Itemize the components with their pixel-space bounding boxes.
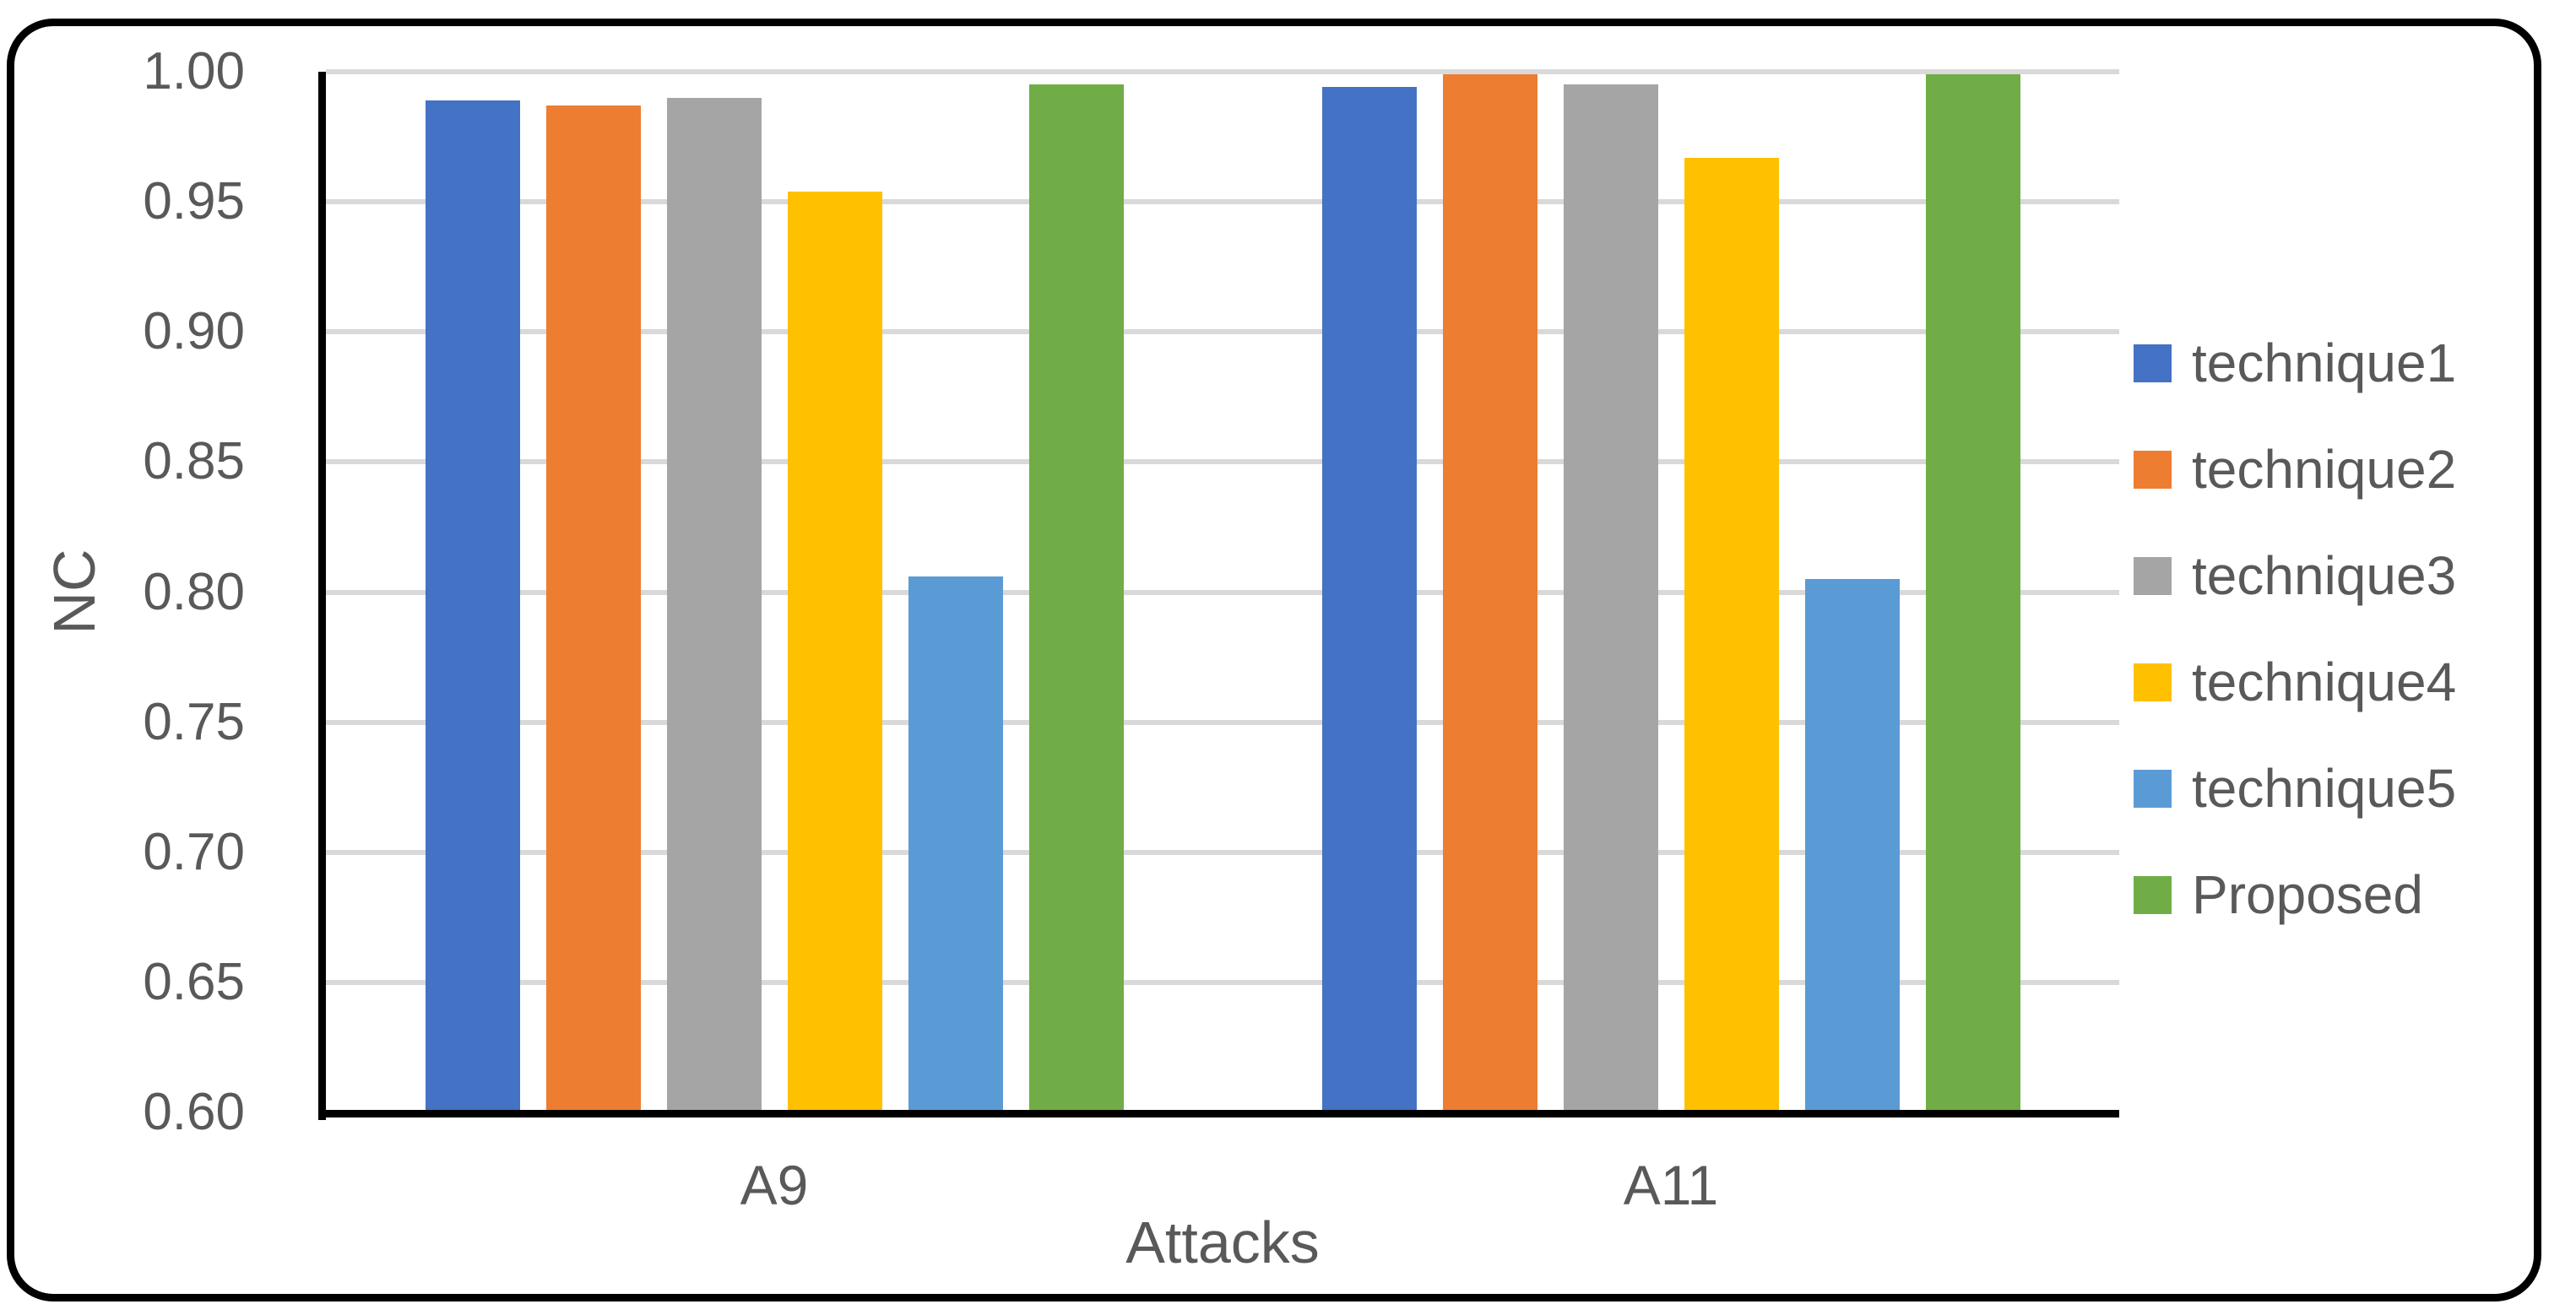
bar-technique3-A9 <box>666 97 762 1112</box>
legend-swatch-technique1-icon <box>2134 344 2172 382</box>
x-axis-line <box>318 1110 2119 1117</box>
y-tick-label: 0.65 <box>143 952 245 1011</box>
bar-technique2-A11 <box>1442 74 1537 1112</box>
bar-technique2-A9 <box>545 106 641 1112</box>
bar-technique4-A11 <box>1684 157 1779 1112</box>
legend-item-technique1: technique1 <box>2134 325 2456 401</box>
legend-item-Proposed: Proposed <box>2134 857 2423 933</box>
gridline <box>326 199 2119 205</box>
bar-technique4-A9 <box>787 191 882 1112</box>
y-tick-label: 0.80 <box>143 562 245 621</box>
legend-label: Proposed <box>2192 864 2423 925</box>
gridline <box>326 69 2119 74</box>
gridline <box>326 719 2119 725</box>
legend-label: technique2 <box>2192 439 2457 500</box>
legend-swatch-technique2-icon <box>2134 450 2172 489</box>
bar-Proposed-A11 <box>1925 74 2020 1112</box>
legend-swatch-Proposed-icon <box>2134 875 2172 914</box>
y-tick-label: 0.90 <box>143 302 245 361</box>
legend-label: technique4 <box>2192 652 2457 712</box>
legend-item-technique3: technique3 <box>2134 538 2456 614</box>
bar-technique5-A11 <box>1804 579 1900 1112</box>
legend-label: technique5 <box>2192 758 2457 819</box>
y-tick-label: 1.00 <box>143 42 245 100</box>
legend-label: technique1 <box>2192 333 2457 393</box>
x-tick-label: A11 <box>1623 1154 1719 1216</box>
legend-label: technique3 <box>2192 545 2457 606</box>
x-axis-title: Attacks <box>1125 1209 1320 1275</box>
gridline <box>326 589 2119 595</box>
y-axis-line <box>318 72 326 1120</box>
gridline <box>326 329 2119 335</box>
gridline <box>326 849 2119 855</box>
bar-technique5-A9 <box>908 576 1003 1112</box>
legend-item-technique5: technique5 <box>2134 750 2456 826</box>
x-tick-label: A9 <box>740 1154 809 1216</box>
legend-item-technique2: technique2 <box>2134 431 2456 507</box>
bar-Proposed-A9 <box>1028 84 1124 1112</box>
legend-swatch-technique4-icon <box>2134 663 2172 701</box>
y-tick-label: 0.95 <box>143 172 245 231</box>
gridline <box>326 979 2119 985</box>
gridline <box>326 459 2119 465</box>
legend-swatch-technique5-icon <box>2134 769 2172 808</box>
bar-technique1-A9 <box>425 100 520 1112</box>
legend-swatch-technique3-icon <box>2134 556 2172 595</box>
y-tick-label: 0.60 <box>143 1083 245 1141</box>
bar-technique1-A11 <box>1321 87 1417 1112</box>
legend-item-technique4: technique4 <box>2134 644 2456 720</box>
bar-technique3-A11 <box>1563 84 1658 1112</box>
y-tick-label: 0.70 <box>143 822 245 881</box>
y-tick-label: 0.85 <box>143 432 245 491</box>
y-tick-label: 0.75 <box>143 692 245 751</box>
